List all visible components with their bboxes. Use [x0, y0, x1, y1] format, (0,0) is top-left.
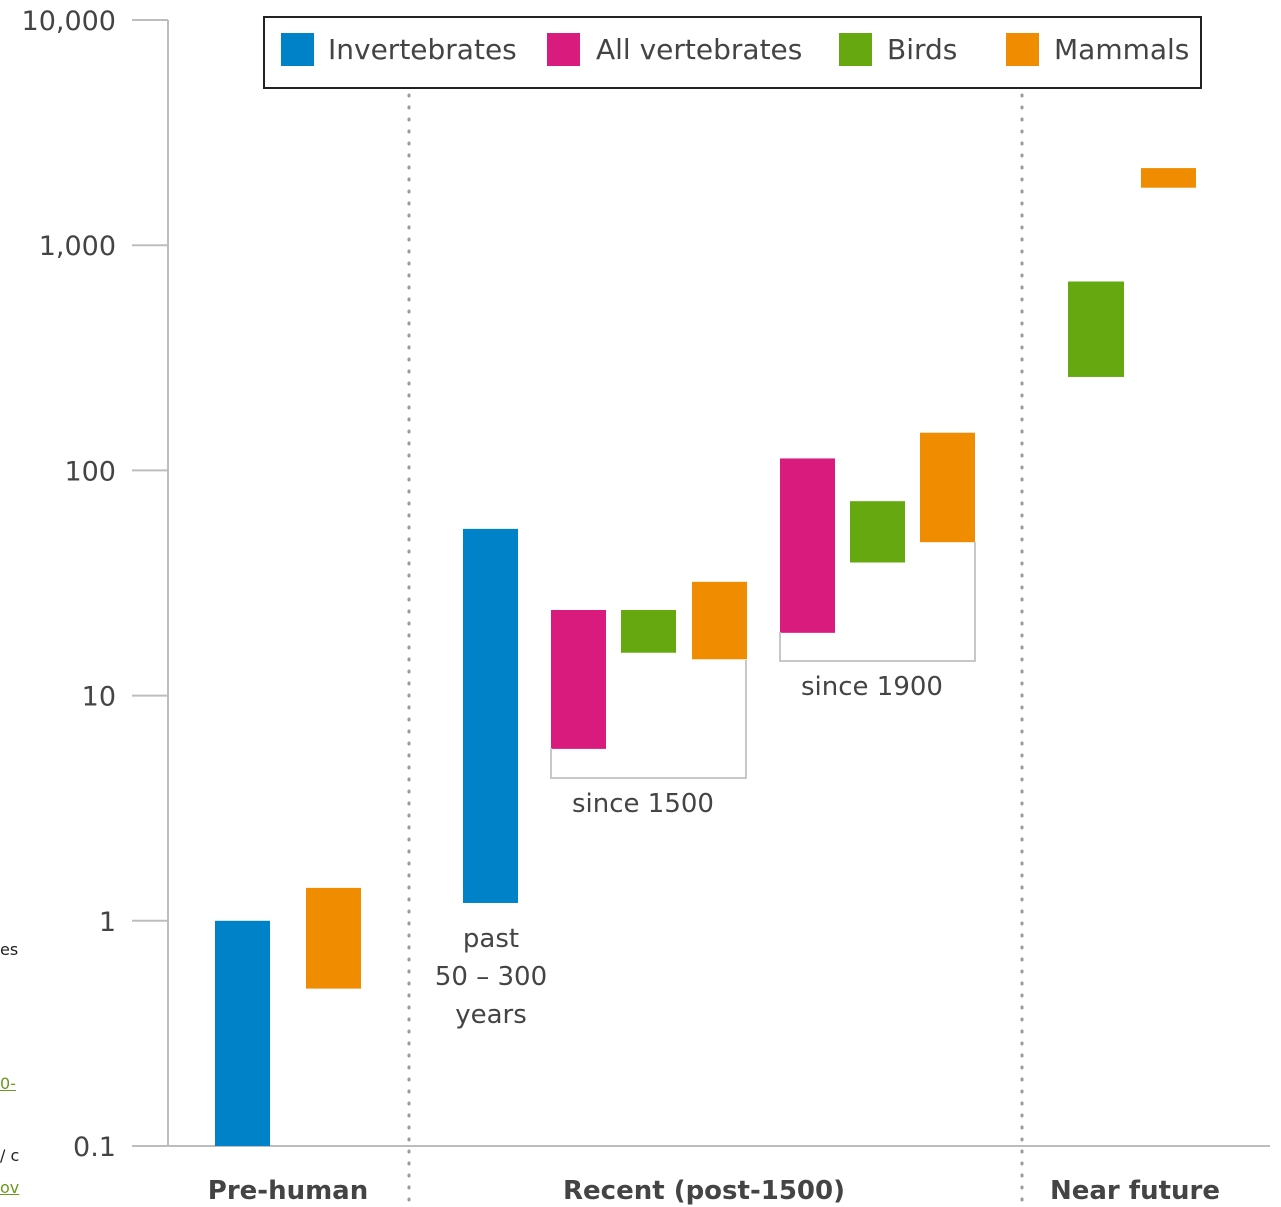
- bar-invertebrates: [215, 920, 270, 1146]
- legend-swatch: [547, 33, 580, 66]
- legend: Invertebrates All vertebrates Birds Mammals: [263, 16, 1202, 89]
- past-years-annotation: 50 – 300: [435, 962, 547, 992]
- bar-mammals: [1141, 168, 1196, 188]
- legend-swatch: [839, 33, 872, 66]
- bar-all-vertebrates: [551, 609, 606, 749]
- legend-entry: All vertebrates: [596, 33, 802, 66]
- y-tick-label: 1: [99, 907, 116, 938]
- since-1900-bracket: [779, 542, 976, 662]
- y-tick-label: 1,000: [39, 231, 116, 262]
- annotations-layer: past 50 – 300 years since 1500 since 1900: [435, 542, 976, 1030]
- bar-mammals: [692, 581, 747, 660]
- left-edge-link-fragment[interactable]: o​v: [0, 1178, 20, 1197]
- x-group-label: Near future: [1050, 1176, 1220, 1206]
- bar-mammals: [306, 887, 361, 989]
- left-edge-link-fragment[interactable]: 0-: [0, 1074, 16, 1093]
- left-edge-fragment: / c: [0, 1146, 20, 1165]
- past-years-annotation: past: [463, 924, 519, 954]
- legend-swatch: [1006, 33, 1039, 66]
- bar-birds: [1068, 281, 1124, 377]
- y-tick-label: 10,000: [22, 6, 116, 37]
- bar-invertebrates: [463, 528, 518, 903]
- bar-mammals: [920, 432, 975, 543]
- y-tick-label: 0.1: [73, 1132, 116, 1163]
- bars-layer: [215, 168, 1196, 1146]
- bar-birds: [850, 501, 905, 563]
- bar-all-vertebrates: [780, 458, 835, 633]
- legend-swatch: [281, 33, 314, 66]
- since-1500-bracket: [550, 660, 747, 779]
- past-years-annotation: years: [455, 1000, 527, 1030]
- axis-layer: 0.1 1 10 100 1,000 10,000 Pre-human Recent (pos…: [22, 6, 1270, 1206]
- y-tick-label: 100: [64, 456, 116, 487]
- y-tick-label: 10: [82, 682, 116, 713]
- left-edge-fragment: es: [0, 940, 19, 959]
- x-group-label: Recent (post-1500): [563, 1176, 845, 1206]
- legend-entry: Birds: [887, 33, 957, 66]
- x-group-label: Pre-human: [208, 1176, 368, 1206]
- since-1500-label: since 1500: [572, 789, 714, 819]
- legend-entry: Invertebrates: [328, 33, 517, 66]
- legend-box: [263, 16, 1202, 89]
- bar-birds: [621, 609, 676, 653]
- since-1900-label: since 1900: [801, 672, 943, 702]
- legend-entry: Mammals: [1054, 33, 1189, 66]
